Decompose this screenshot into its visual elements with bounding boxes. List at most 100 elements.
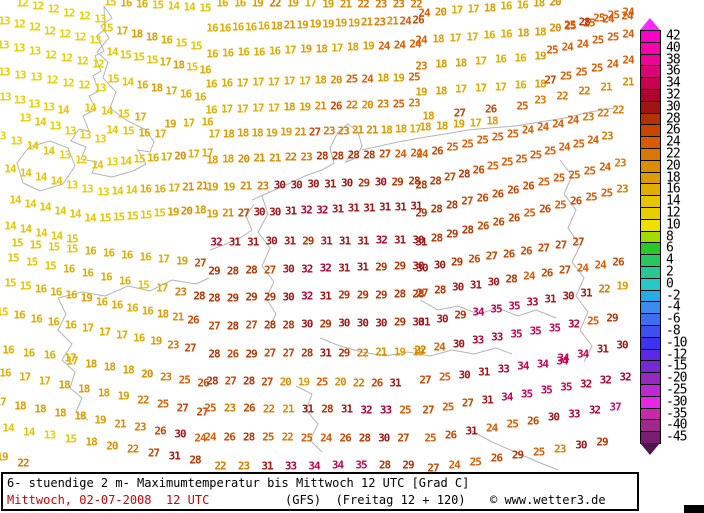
temp-value: 31 (319, 346, 332, 360)
temp-value: 22 (127, 442, 139, 456)
temp-value: 18 (533, 0, 545, 10)
temp-value: 19 (322, 17, 334, 30)
temp-value: 24 (622, 5, 634, 19)
temp-value: 16 (257, 19, 270, 33)
temp-value: 31 (378, 200, 391, 214)
temp-value: 34 (501, 390, 513, 404)
temp-value: 12 (46, 73, 58, 87)
temp-value: 13 (19, 111, 31, 125)
temp-value: 29 (511, 448, 524, 462)
temp-value: 15 (66, 232, 78, 246)
temp-value: 26 (569, 194, 582, 208)
colorbar-label: 32 (666, 87, 681, 103)
temp-value: 19 (117, 389, 130, 403)
temp-value: 28 (378, 458, 391, 472)
temp-value: 31 (469, 278, 482, 292)
temp-value: 18 (54, 406, 66, 420)
colorbar-label: 2 (666, 264, 674, 280)
temp-value: 29 (393, 259, 406, 273)
temp-value: 23 (392, 0, 405, 11)
temp-value: 13 (14, 68, 26, 82)
temp-value: 14 (57, 103, 69, 117)
temp-value: 25 (593, 11, 605, 25)
temp-value: 14 (167, 0, 180, 13)
temp-value: 24 (410, 146, 422, 160)
temp-value: 15 (44, 259, 57, 273)
temp-value: 28 (321, 402, 333, 416)
temp-value: 16 (205, 103, 217, 117)
temp-value: 18 (517, 26, 529, 40)
temp-value: 16 (245, 20, 257, 33)
temp-value: 25 (506, 417, 519, 431)
temp-value: 17 (252, 101, 264, 115)
temp-value: 25 (476, 133, 489, 147)
temp-value: 30 (433, 258, 446, 272)
temp-value: 28 (208, 291, 220, 305)
temp-value: 29 (391, 175, 404, 188)
temp-value: 31 (261, 459, 273, 472)
temp-value: 31 (340, 402, 353, 416)
temp-value: 18 (283, 100, 295, 114)
temp-value: 28 (347, 148, 360, 162)
temp-value: 14 (39, 200, 51, 214)
temp-value: 18 (34, 402, 46, 416)
temp-value: 16 (201, 115, 213, 129)
colorbar-label: -10 (666, 335, 688, 351)
temp-value: 16 (121, 248, 133, 262)
temp-value: 17 (168, 181, 180, 195)
temp-value: 16 (50, 285, 62, 299)
temp-value: 19 (206, 207, 218, 221)
colorbar-label: 8 (666, 229, 674, 244)
temp-value: 15 (153, 206, 166, 220)
temp-value: 24 (194, 431, 206, 445)
temp-value: 22 (578, 84, 590, 98)
temp-value: 30 (341, 176, 353, 190)
temp-value: 19 (309, 17, 321, 31)
temp-value: 16 (232, 20, 244, 34)
temp-value: 31 (394, 200, 407, 214)
temp-value: 23 (323, 124, 335, 138)
temp-value: 17 (304, 0, 317, 10)
temp-value: 34 (517, 359, 529, 373)
temp-value: 31 (324, 177, 336, 190)
temp-value: 16 (216, 0, 228, 10)
temp-value: 19 (80, 291, 93, 305)
temp-value: 32 (375, 233, 388, 247)
temp-value: 29 (415, 206, 427, 220)
temp-value: 17 (38, 374, 51, 388)
temp-value: 22 (345, 98, 358, 112)
temp-value: 26 (507, 183, 519, 197)
temp-value: 16 (147, 151, 159, 165)
temp-value: 30 (282, 290, 295, 304)
temp-value: 21 (386, 14, 399, 28)
temp-value: 22 (137, 393, 149, 407)
temp-value: 26 (226, 347, 239, 361)
temp-value: 15 (25, 255, 38, 269)
temp-value: 32 (619, 370, 631, 384)
temp-value: 25 (501, 155, 513, 169)
temp-value: 26 (412, 13, 424, 27)
temp-value: 20 (334, 375, 346, 389)
temp-value: 28 (264, 318, 276, 332)
colorbar-label: -2 (666, 288, 681, 303)
temp-value: 14 (9, 193, 21, 207)
temp-value: 26 (154, 424, 166, 438)
colorbar-bottom-arrow (640, 443, 660, 455)
temp-value: 18 (422, 109, 434, 123)
temp-value: 27 (453, 106, 466, 120)
coastline (361, 107, 616, 151)
colorbar-label: 36 (666, 63, 681, 79)
temp-value: 24 (621, 9, 633, 23)
temp-value: 16 (221, 46, 234, 60)
temp-value: 15 (199, 1, 211, 15)
temp-value: 16 (111, 298, 123, 312)
temp-value: 14 (119, 154, 132, 168)
temp-value: 28 (434, 283, 446, 297)
temp-value: 24 (394, 147, 407, 161)
colorbar-label: 4 (666, 252, 674, 268)
temp-value: 15 (29, 238, 42, 252)
temp-value: 34 (577, 347, 589, 361)
temp-value: 22 (414, 343, 426, 357)
temp-value: 29 (357, 176, 370, 189)
colorbar-label: 42 (666, 28, 681, 44)
